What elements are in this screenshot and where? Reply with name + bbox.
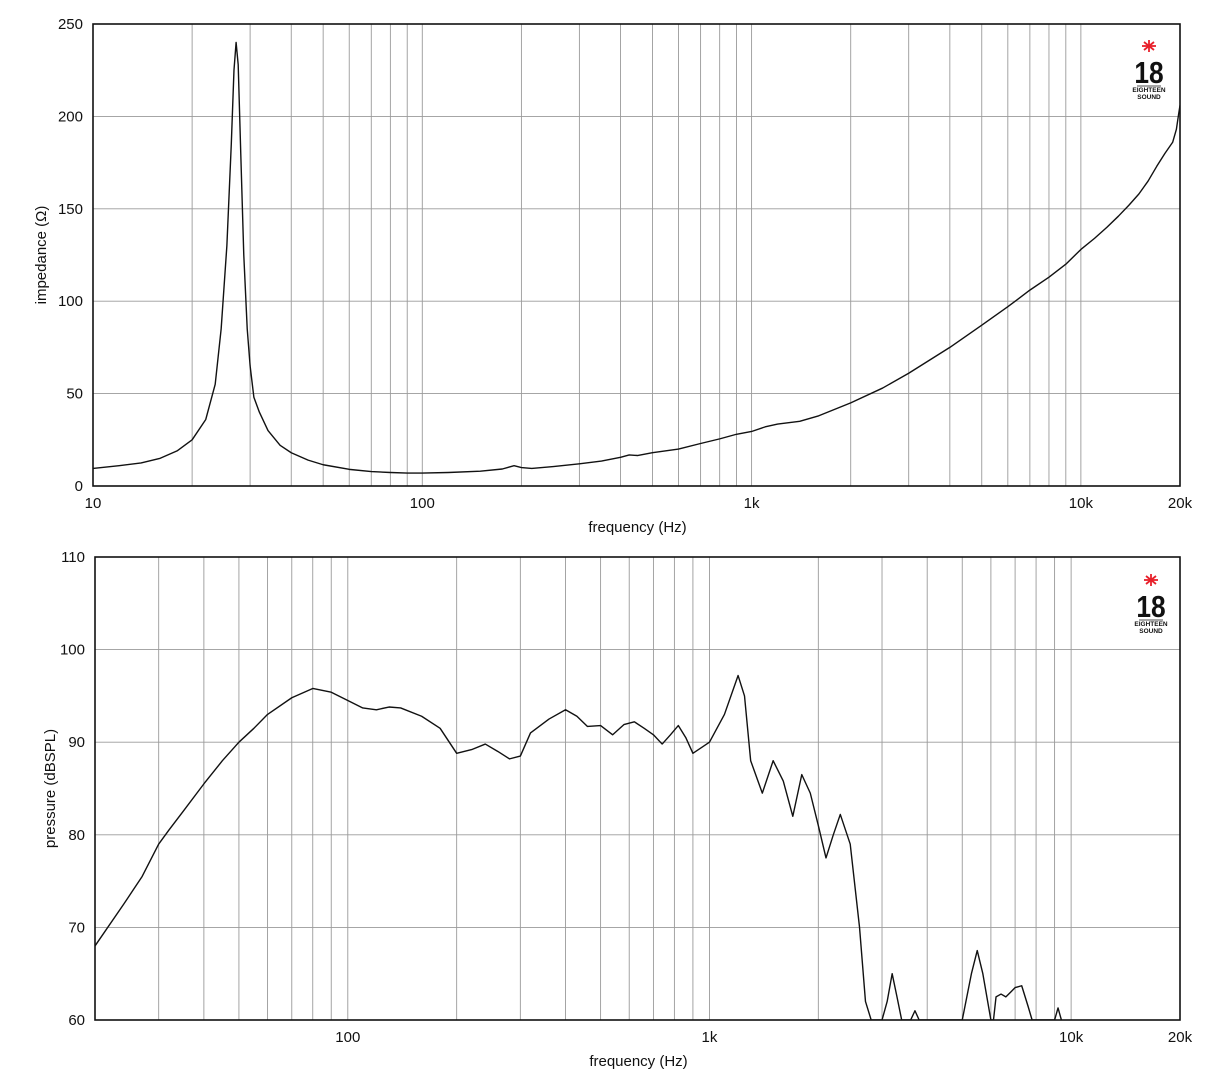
plot-frame (92, 23, 1181, 487)
x-tick-label: 100 (410, 495, 435, 512)
y-tick-label: 80 (68, 827, 85, 844)
logo-line1: EIGHTEEN (1134, 621, 1168, 628)
eighteen-sound-logo: 18 EIGHTEEN SOUND (1132, 40, 1166, 101)
x-axis-title: frequency (Hz) (589, 1053, 687, 1070)
x-tick-label: 1k (702, 1029, 718, 1046)
plot-frame (94, 556, 1181, 1021)
y-axis-title: pressure (dBSPL) (42, 729, 59, 848)
y-tick-label: 70 (68, 919, 85, 936)
y-tick-label: 250 (58, 16, 83, 33)
y-tick-label: 60 (68, 1012, 85, 1029)
y-axis-title: impedance (Ω) (33, 206, 50, 305)
logo-line2: SOUND (1137, 94, 1161, 101)
y-tick-label: 0 (75, 478, 83, 495)
y-tick-label: 100 (60, 642, 85, 659)
logo-line2: SOUND (1139, 628, 1163, 635)
series-line (95, 674, 1063, 1020)
x-axis-title: frequency (Hz) (588, 519, 686, 536)
x-tick-label: 100 (335, 1029, 360, 1046)
star-icon (1144, 574, 1158, 586)
logo-number: 18 (1136, 590, 1165, 624)
x-tick-label: 20k (1168, 495, 1193, 512)
y-tick-label: 100 (58, 293, 83, 310)
y-tick-label: 50 (66, 386, 83, 403)
logo-number: 18 (1134, 56, 1163, 90)
x-tick-label: 10 (85, 495, 102, 512)
y-tick-label: 150 (58, 201, 83, 218)
star-icon (1142, 40, 1156, 52)
x-tick-label: 10k (1059, 1029, 1084, 1046)
y-tick-label: 200 (58, 108, 83, 125)
x-tick-label: 1k (744, 495, 760, 512)
logo-line1: EIGHTEEN (1132, 87, 1166, 94)
y-tick-label: 90 (68, 734, 85, 751)
eighteen-sound-logo: 18 EIGHTEEN SOUND (1134, 574, 1168, 635)
impedance-chart: 0 50 100 150 200 250 10 100 1k 10k 20k frequency (H… (33, 16, 1193, 536)
series-line (93, 41, 1180, 474)
x-tick-label: 10k (1069, 495, 1094, 512)
y-tick-label: 110 (61, 549, 85, 566)
x-tick-label: 20k (1168, 1029, 1193, 1046)
pressure-chart: 60 70 80 90 100 110 100 1k 10k 20k frequency (Hz) p… (42, 549, 1193, 1070)
